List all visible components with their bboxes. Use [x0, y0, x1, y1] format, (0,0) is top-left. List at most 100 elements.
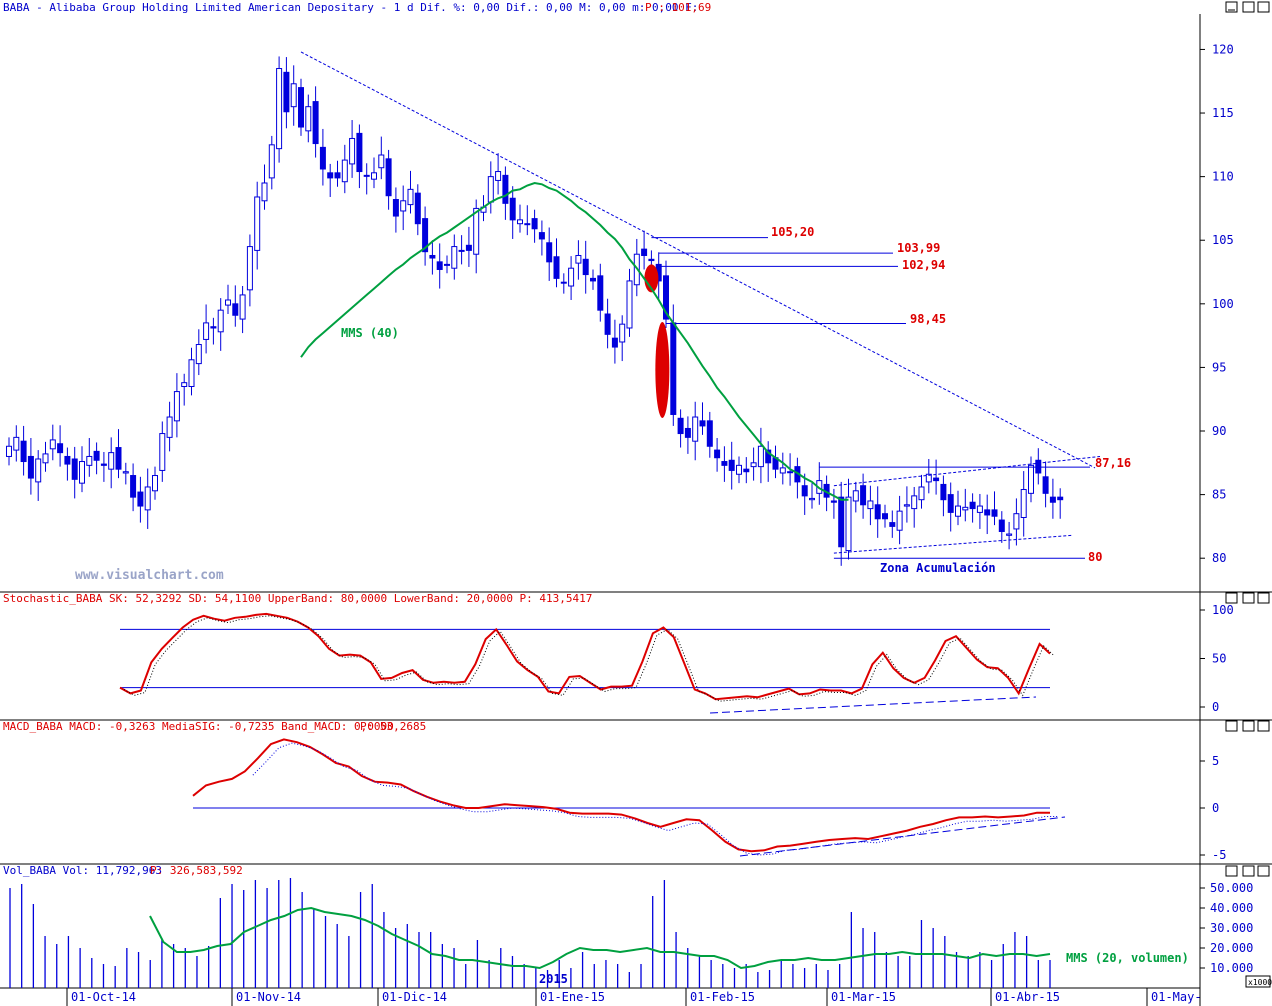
candle: [1049, 496, 1056, 503]
downtrend-line: [300, 51, 1096, 469]
candle: [750, 462, 757, 468]
candle: [728, 459, 735, 471]
volume-ma20-line: [149, 906, 1051, 970]
y-tick-label: 10.000: [1210, 961, 1253, 975]
candle: [436, 261, 443, 270]
maximize-icon[interactable]: [1242, 1, 1255, 13]
candle: [611, 337, 618, 348]
candle: [663, 275, 669, 320]
macd-p-label: P: 53,2685: [360, 720, 426, 733]
candle: [86, 455, 93, 466]
candle: [385, 158, 392, 197]
stochastic-sk-line: [119, 612, 1051, 701]
candle: [239, 294, 246, 320]
close-icon[interactable]: [1257, 1, 1270, 13]
candle: [721, 461, 728, 466]
candle: [1035, 459, 1042, 474]
y-tick-label: 20.000: [1210, 941, 1253, 955]
x-tick-label: 01-May-: [1151, 990, 1202, 1004]
candle: [173, 391, 180, 422]
candle: [195, 344, 202, 365]
x-tick-label: 01-Nov-14: [236, 990, 301, 1004]
candle: [429, 254, 436, 259]
candle: [976, 505, 983, 513]
window-controls[interactable]: [1225, 1, 1270, 13]
stochastic-header: Stochastic_BABA SK: 52,3292 SD: 54,1100 …: [3, 592, 592, 605]
candle: [465, 244, 472, 251]
candle: [765, 449, 772, 464]
candle: [319, 146, 326, 170]
candle: [889, 522, 896, 527]
candle: [743, 468, 750, 473]
resistance-label: 105,20: [771, 225, 814, 239]
candle: [860, 485, 867, 506]
candle: [298, 87, 304, 128]
candle: [757, 445, 764, 468]
volume-panel: 50.000 40.000 30.000 20.000 10.000: [9, 878, 1253, 988]
candle: [217, 309, 224, 333]
candle: [422, 218, 429, 253]
candle: [553, 256, 560, 279]
candle: [414, 192, 421, 225]
gap-marker: [655, 321, 670, 418]
candle: [246, 246, 253, 291]
y-tick-label: 100: [1212, 297, 1234, 311]
candle: [166, 416, 173, 438]
candle: [648, 258, 655, 262]
candle: [305, 106, 312, 132]
x1000-label: x1000: [1248, 978, 1272, 987]
macd-header: MACD_BABA MACD: -0,3263 MediaSIG: -0,723…: [3, 720, 394, 733]
x-tick-label: 01-Dic-14: [382, 990, 447, 1004]
candle: [232, 303, 239, 316]
candle: [575, 254, 582, 264]
candle: [787, 471, 794, 474]
candle: [947, 494, 954, 513]
candle: [444, 263, 450, 266]
candle: [830, 500, 837, 503]
candle: [699, 420, 706, 427]
y-tick-label: 80: [1212, 551, 1226, 565]
candle: [49, 439, 56, 450]
mms20-volume-label: MMS (20, volumen): [1066, 951, 1189, 965]
candle: [1020, 489, 1027, 519]
stochastic-sd-line: [123, 615, 1055, 702]
resistance-label: 102,94: [902, 258, 945, 272]
panel-controls[interactable]: [1225, 592, 1270, 877]
y-tick-label: 105: [1212, 233, 1234, 247]
candle: [670, 322, 677, 415]
candle: [144, 486, 151, 511]
candle: [254, 196, 261, 251]
candle: [509, 197, 516, 221]
y-tick-label: 85: [1212, 488, 1226, 502]
candle: [79, 461, 85, 484]
candle: [590, 277, 596, 282]
macd-trendline: [739, 816, 1066, 857]
candle: [546, 242, 553, 263]
chart-title: BABA - Alibaba Group Holding Limited Ame…: [3, 1, 698, 14]
candle: [597, 275, 604, 311]
candle: [181, 382, 188, 387]
candle: [801, 485, 808, 497]
candle: [1013, 513, 1020, 530]
candle: [407, 188, 414, 206]
candle: [1042, 476, 1049, 494]
resistance-label: 87,16: [1095, 456, 1131, 470]
candle: [838, 496, 845, 548]
candle: [1057, 496, 1064, 501]
y-tick-label: 5: [1212, 754, 1219, 768]
x-tick-label: 01-Feb-15: [690, 990, 755, 1004]
y-tick-label: 110: [1212, 170, 1234, 184]
candle: [517, 219, 523, 225]
candle: [918, 486, 925, 501]
candle: [130, 475, 137, 498]
candle: [736, 464, 742, 475]
candle: [882, 513, 888, 520]
macd-signal-line: [252, 742, 1058, 856]
candle: [852, 490, 859, 502]
candle: [706, 420, 713, 447]
candle: [677, 417, 684, 435]
candle: [108, 452, 115, 470]
y-tick-label: 0: [1212, 801, 1219, 815]
candle: [487, 176, 494, 203]
candle: [356, 132, 363, 173]
